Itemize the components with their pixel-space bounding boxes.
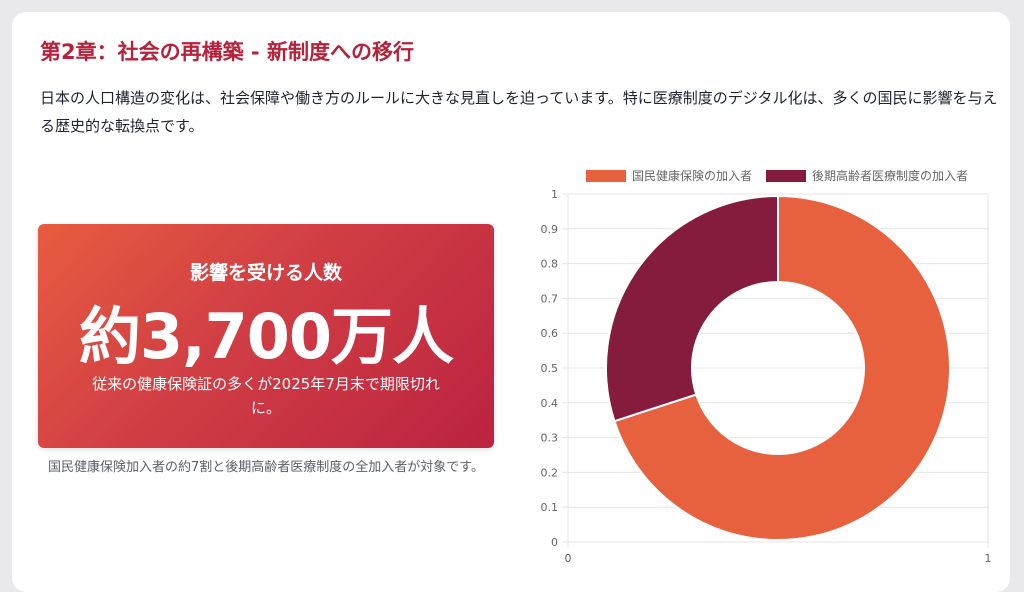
doughnut-slice[interactable]	[613, 194, 951, 541]
content-card: 第2章：社会の再構築 - 新制度への移行 日本の人口構造の変化は、社会保障や働き…	[12, 12, 1010, 592]
y-tick-label: 0.4	[541, 397, 559, 410]
impact-number: 約3,700万人	[78, 300, 454, 373]
x-tick-label: 1	[985, 552, 992, 565]
y-tick-label: 0.7	[541, 292, 559, 305]
impact-caption: 国民健康保険加入者の約7割と後期高齢者医療制度の全加入者が対象です。	[48, 460, 484, 475]
section-intro: 日本の人口構造の変化は、社会保障や働き方のルールに大きな見直しを迫っています。特…	[40, 89, 998, 135]
y-tick-label: 0.9	[541, 223, 559, 236]
legend-item[interactable]: 後期高齢者医療制度の加入者	[766, 168, 968, 183]
doughnut-slice[interactable]	[605, 194, 779, 423]
legend-swatch	[766, 170, 806, 182]
y-tick-label: 0.1	[541, 501, 559, 514]
y-tick-label: 0.8	[541, 258, 559, 271]
legend-label: 国民健康保険の加入者	[632, 168, 752, 183]
impact-label: 影響を受ける人数	[189, 262, 342, 284]
y-tick-label: 0.3	[541, 432, 559, 445]
y-tick-label: 0.5	[541, 362, 559, 375]
y-tick-label: 1	[551, 188, 558, 201]
impact-card: 影響を受ける人数 約3,700万人 従来の健康保険証の多くが2025年7月末で期…	[38, 224, 494, 448]
legend-item[interactable]: 国民健康保険の加入者	[586, 168, 752, 183]
legend-label: 後期高齢者医療制度の加入者	[812, 168, 968, 183]
y-axis-ticks: 0 0.1 0.2 0.3 0.4 0.5 0.6 0.7 0.8 0.9 1	[541, 188, 568, 549]
section-title: 第2章：社会の再構築 - 新制度への移行	[40, 40, 414, 64]
y-tick-label: 0	[551, 536, 558, 549]
doughnut-chart: 国民健康保険の加入者 後期高齢者医療制度の加入者 0 0.1 0.2 0.3 0.4 0.5…	[541, 168, 992, 565]
y-tick-label: 0.6	[541, 327, 559, 340]
chart-slices	[605, 194, 951, 541]
x-tick-label: 0	[565, 552, 572, 565]
legend-swatch	[586, 170, 626, 182]
y-tick-label: 0.2	[541, 466, 559, 479]
chart-legend: 国民健康保険の加入者 後期高齢者医療制度の加入者	[586, 168, 968, 183]
impact-note: 従来の健康保険証の多くが2025年7月末で期限切れに。	[92, 375, 440, 417]
